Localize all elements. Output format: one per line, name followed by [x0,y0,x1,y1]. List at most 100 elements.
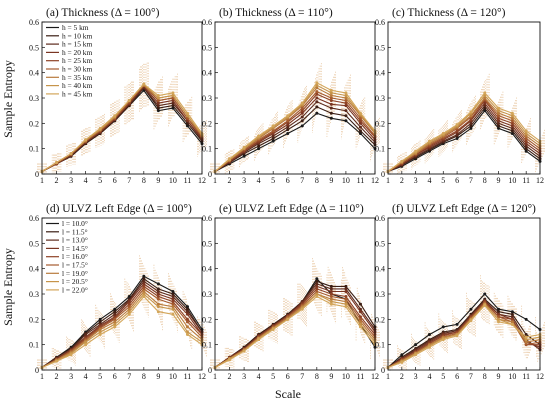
data-point [510,111,514,115]
data-point [329,302,333,306]
data-point [344,289,348,293]
x-tick-label: 1 [386,176,390,185]
data-point [315,289,319,293]
y-tick-label: 0.1 [29,145,39,154]
data-point [469,114,473,118]
y-tick-label: 0.6 [202,214,212,223]
series-line [41,86,203,172]
data-point [510,322,514,326]
data-point [171,300,175,304]
data-point [113,320,117,324]
y-tick-label: 0.6 [202,18,212,27]
y-tick-label: 0.6 [29,18,39,27]
x-tick-label: 5 [441,176,445,185]
y-tick-label: 0.4 [29,69,39,78]
data-point [315,92,319,96]
x-tick-label: 11 [522,372,530,381]
data-point [127,99,131,103]
x-tick-label: 3 [69,372,73,381]
data-point [497,119,501,123]
series-line [41,83,203,172]
series-line [387,109,541,173]
xlabel-scale: Scale [275,387,301,401]
y-tick-label: 0.3 [375,290,385,299]
series-line [41,288,203,368]
data-point [315,284,319,288]
data-point [185,312,189,316]
y-tick-label: 0.6 [29,214,39,223]
legend-label: l = 17.5° [62,261,88,270]
series-line [387,304,541,369]
data-point [142,292,146,296]
data-point [497,109,501,113]
x-tick-label: 2 [55,372,59,381]
data-point [315,279,319,283]
y-tick-label: 0.6 [375,214,385,223]
x-tick-label: 8 [142,176,146,185]
series-line [214,112,376,172]
data-point [329,88,333,92]
legend-label: l = 14.5° [62,244,88,253]
data-point [344,114,348,118]
data-point [300,101,304,105]
data-point [113,312,117,316]
data-point [469,319,473,323]
data-point [469,121,473,125]
data-point [113,310,117,314]
data-point [185,310,189,314]
x-tick-label: 12 [536,176,544,185]
x-tick-label: 3 [414,176,418,185]
data-point [171,297,175,301]
series-line [214,84,376,172]
series-line [387,97,541,172]
x-tick-label: 4 [84,176,88,185]
series-line [387,92,541,172]
data-point [98,126,102,130]
x-tick-label: 4 [257,372,261,381]
plot-frame [387,21,541,175]
plot-frame [214,217,376,371]
data-point [524,144,528,148]
data-point [469,307,473,311]
data-point [113,325,117,329]
data-point [497,126,501,130]
data-point [142,287,146,291]
data-point [441,131,445,135]
data-point [300,106,304,110]
x-tick-label: 7 [300,176,304,185]
series-line [41,283,203,368]
data-point [156,305,160,309]
data-point [469,126,473,130]
data-point [185,333,189,337]
data-point [358,121,362,125]
legend-label: h = 5 km [62,23,89,32]
data-point [300,119,304,123]
x-tick-label: 2 [400,176,404,185]
data-point [497,312,501,316]
data-point [156,295,160,299]
data-point [329,116,333,120]
legend-label: h = 30 km [62,65,92,74]
x-tick-label: 6 [113,372,117,381]
x-tick-label: 10 [169,176,177,185]
y-tick-label: 0.2 [202,315,212,324]
legend-label: l = 16.0° [62,252,88,261]
x-tick-label: 5 [271,176,275,185]
data-point [524,129,528,133]
x-tick-label: 7 [469,372,473,381]
data-point [497,315,501,319]
data-point [524,142,528,146]
x-tick-label: 7 [300,372,304,381]
ylabel-top: Sample Entropy [1,60,15,138]
legend-label: l = 13.0° [62,236,88,245]
data-point [84,343,88,347]
data-point [329,91,333,95]
data-point [185,305,189,309]
panel-6: (f) ULVZ Left Edge (Δ = 120°)1 2 3 4 5 6 7 8 9 10… [375,203,545,381]
series-line [41,275,203,368]
data-point [344,91,348,95]
series-line [387,298,541,368]
y-tick-label: 0 [208,170,212,179]
data-point [358,302,362,306]
data-point [455,137,459,141]
